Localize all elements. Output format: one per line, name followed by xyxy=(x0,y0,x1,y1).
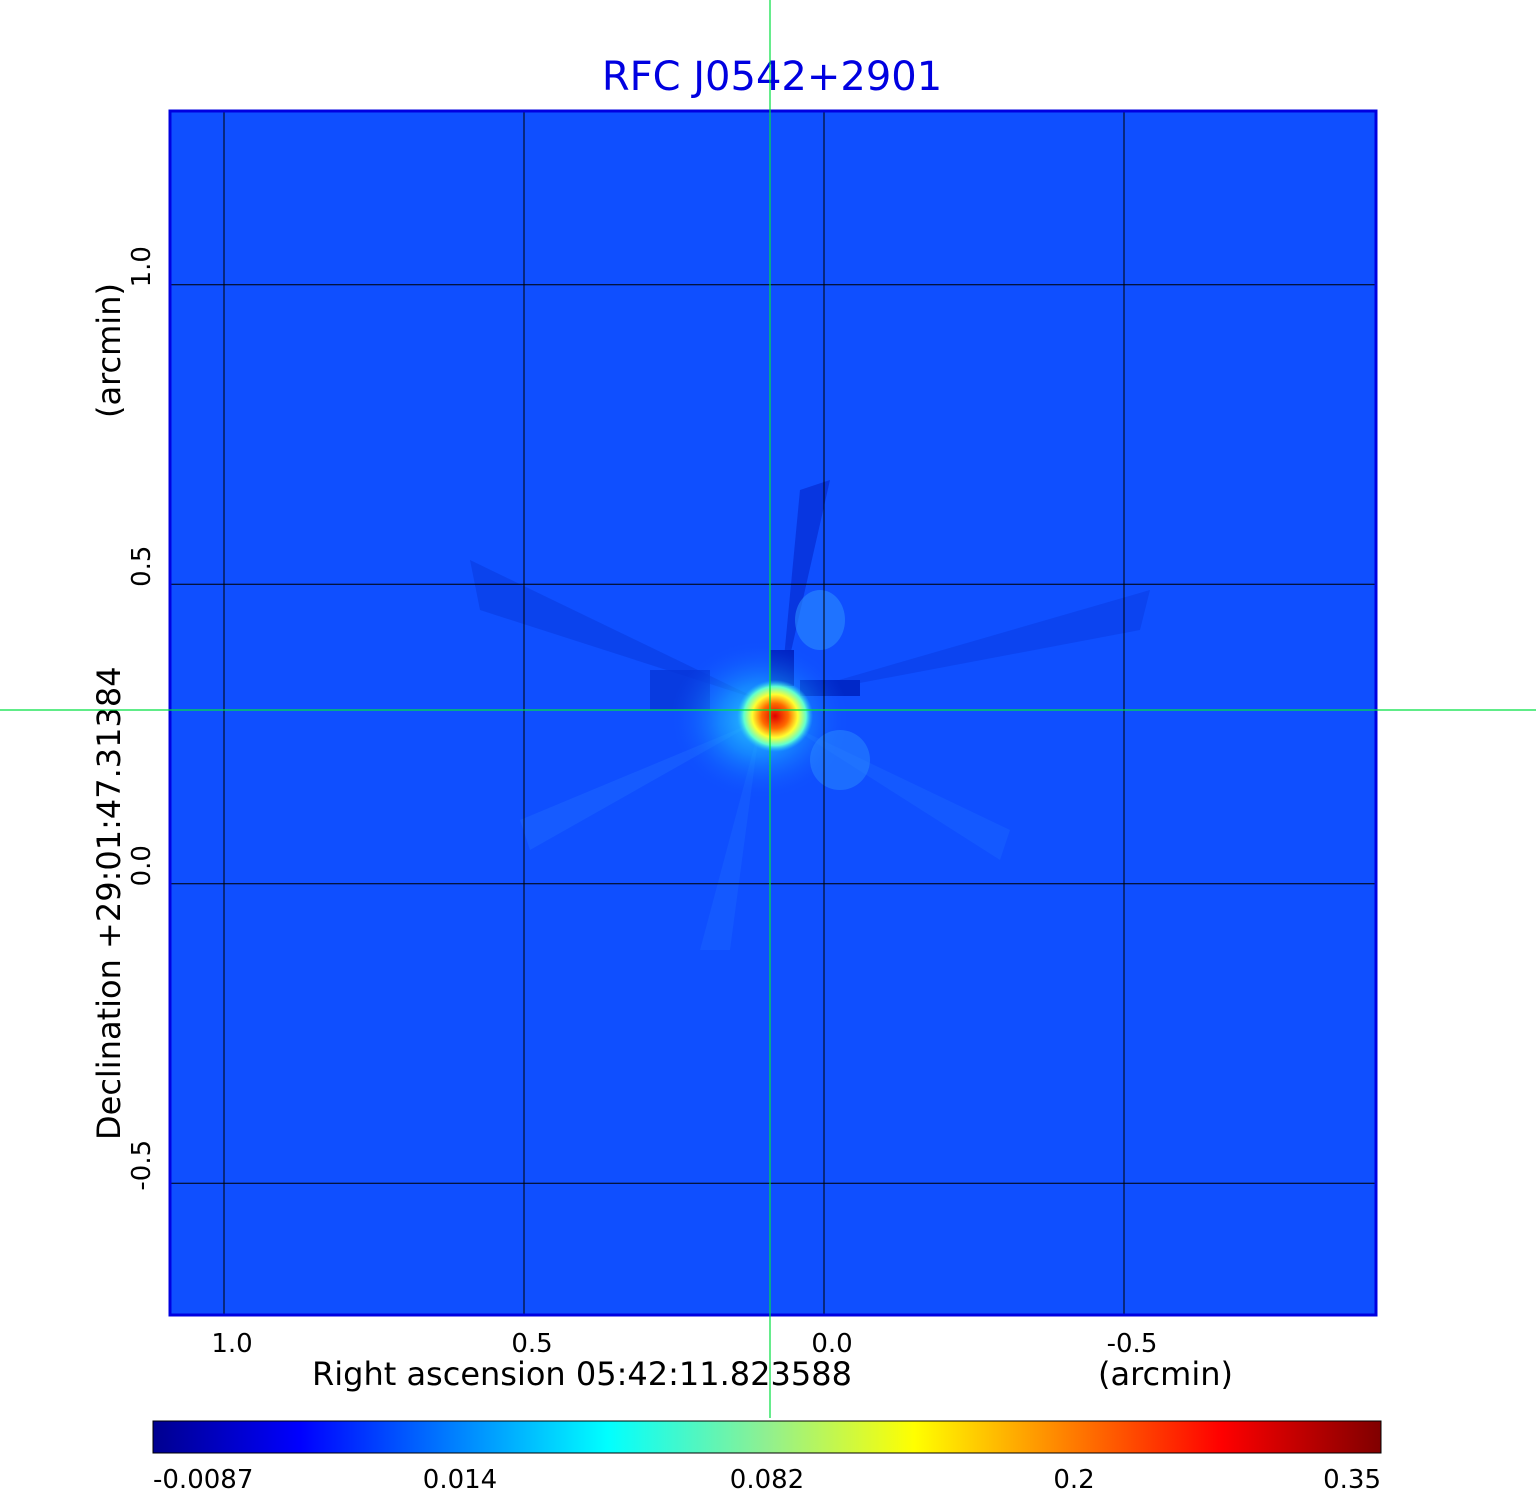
x-tick-label: 1.0 xyxy=(211,1329,252,1359)
x-tick-label: 0.0 xyxy=(811,1329,852,1359)
y-axis-label: Declination +29:01:47.31384 xyxy=(90,666,128,1140)
y-axis-unit: (arcmin) xyxy=(90,283,128,418)
colorbar-tick-label: 0.014 xyxy=(423,1465,497,1495)
colorbar-tick-label: 0.35 xyxy=(1323,1465,1381,1495)
y-tick-label: 1.0 xyxy=(127,246,157,287)
colorbar-tick-labels: -0.0087 0.014 0.082 0.2 0.35 xyxy=(153,1465,1381,1495)
beam-artifacts xyxy=(470,480,1150,950)
colorbar-tick-label: -0.0087 xyxy=(153,1465,253,1495)
colorbar xyxy=(152,1420,1382,1454)
x-tick-label: 0.5 xyxy=(511,1329,552,1359)
x-tick-labels: 1.0 0.5 0.0 -0.5 xyxy=(211,1329,1157,1359)
chart-title: RFC J0542+2901 xyxy=(602,54,942,100)
x-axis-unit: (arcmin) xyxy=(1098,1355,1233,1393)
x-axis-label: Right ascension 05:42:11.823588 xyxy=(312,1355,852,1393)
y-tick-label: -0.5 xyxy=(127,1140,157,1191)
y-tick-label: 0.5 xyxy=(127,546,157,587)
x-tick-label: -0.5 xyxy=(1107,1329,1158,1359)
y-tick-label: 0.0 xyxy=(127,845,157,886)
source-peak xyxy=(737,679,813,752)
y-tick-labels: 1.0 0.5 0.0 -0.5 xyxy=(127,246,157,1191)
colorbar-tick-label: 0.2 xyxy=(1053,1465,1094,1495)
colorbar-tick-label: 0.082 xyxy=(730,1465,804,1495)
plot-frame xyxy=(168,109,1378,1317)
coordinate-grid xyxy=(170,111,1376,1315)
